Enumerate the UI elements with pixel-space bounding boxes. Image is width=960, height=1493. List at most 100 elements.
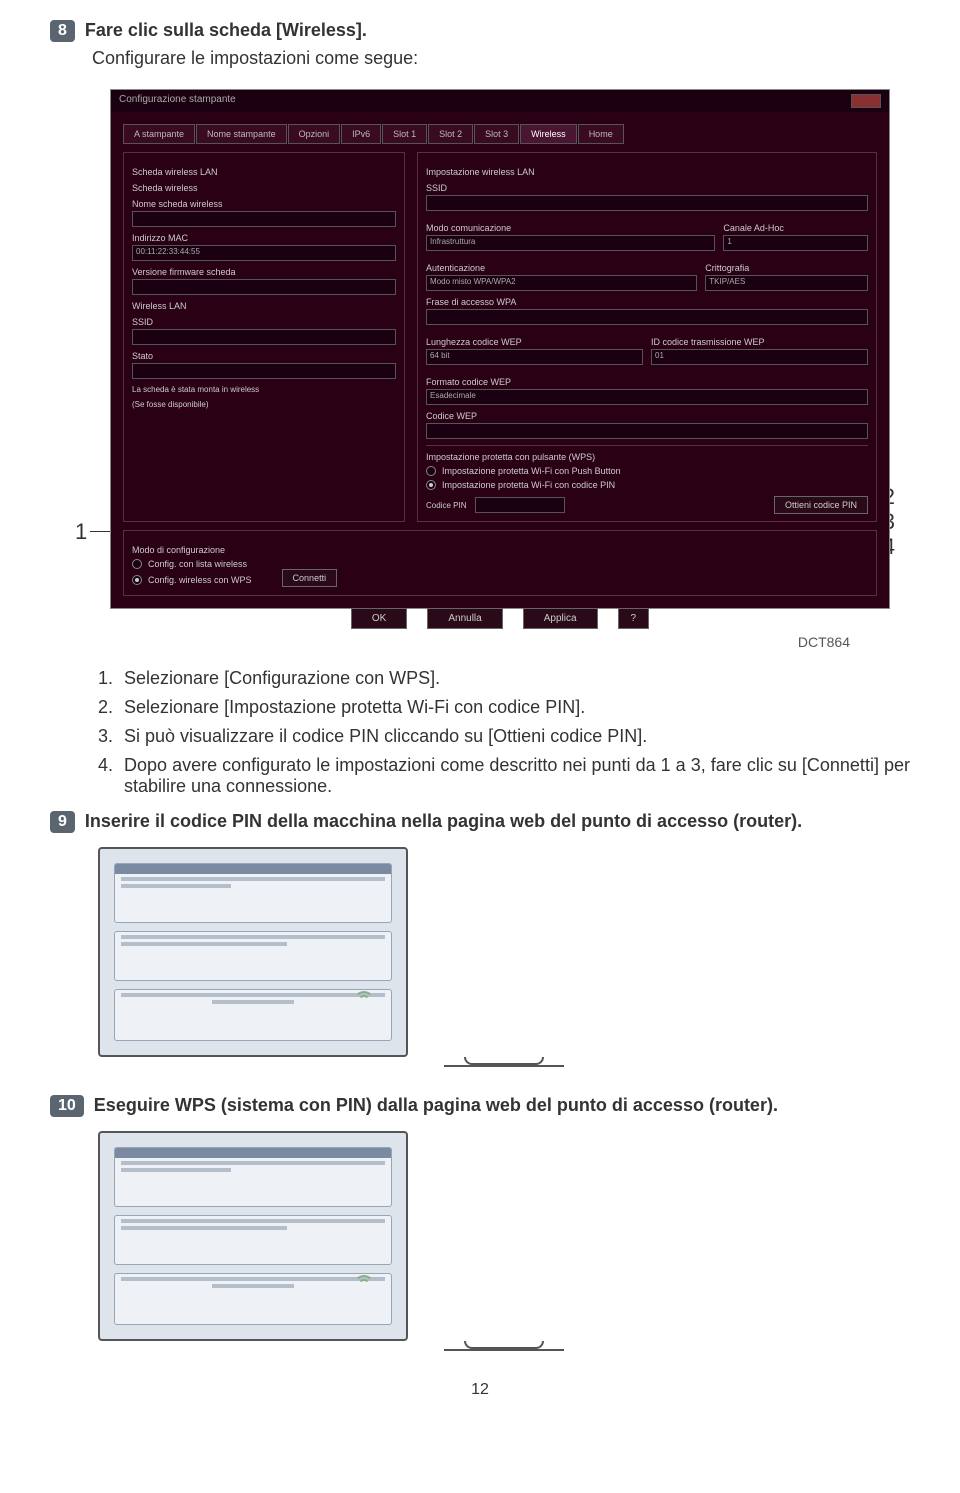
bt-h1: Modo di configurazione <box>132 545 868 555</box>
bt-r1: Config. con lista wireless <box>148 559 247 569</box>
step9-line: 9 Inserire il codice PIN della macchina … <box>50 811 910 833</box>
router-mid <box>114 931 392 981</box>
apply-button[interactable]: Applica <box>523 608 598 629</box>
step8-text2: Configurare le impostazioni come segue: <box>92 48 418 69</box>
sub3-n: 3. <box>98 726 124 747</box>
bt-r1-row[interactable]: Config. con lista wireless <box>132 559 247 569</box>
monitor1-stand <box>464 1057 544 1065</box>
lp-l8: La scheda è stata monta in wireless <box>132 385 396 394</box>
monitor1-base <box>444 1065 564 1067</box>
window-body: A stampante Nome stampante Opzioni IPv6 … <box>111 112 889 641</box>
tab-2[interactable]: Opzioni <box>288 124 341 144</box>
router2-bot <box>114 1273 392 1325</box>
radio-icon <box>426 480 436 490</box>
titlebar-text: Configurazione stampante <box>119 94 236 108</box>
tab-3[interactable]: IPv6 <box>341 124 381 144</box>
rp-r1: Impostazione protetta Wi-Fi con Push But… <box>442 466 621 476</box>
sub3: 3. Si può visualizzare il codice PIN cli… <box>98 726 910 747</box>
lp-i2 <box>132 211 396 227</box>
sub2-n: 2. <box>98 697 124 718</box>
sub2-t: Selezionare [Impostazione protetta Wi-Fi… <box>124 697 910 718</box>
pin-input[interactable] <box>475 497 565 513</box>
help-button[interactable]: ? <box>618 608 650 629</box>
router-top <box>114 863 392 923</box>
rp-i4[interactable] <box>426 309 868 325</box>
rp-l6: Formato codice WEP <box>426 377 868 387</box>
page-number: 12 <box>50 1381 910 1399</box>
rp-l3: Autenticazione <box>426 263 697 273</box>
radio-icon <box>426 466 436 476</box>
config-window: Configurazione stampante A stampante Nom… <box>110 89 890 609</box>
tab-4[interactable]: Slot 1 <box>382 124 427 144</box>
rp-l5: Lunghezza codice WEP <box>426 337 643 347</box>
tab-8[interactable]: Home <box>578 124 624 144</box>
rp-r1-row[interactable]: Impostazione protetta Wi-Fi con Push But… <box>426 466 868 476</box>
close-icon[interactable] <box>851 94 881 108</box>
rp-r2: Impostazione protetta Wi-Fi con codice P… <box>442 480 615 490</box>
tab-wireless[interactable]: Wireless <box>520 124 577 144</box>
left-pane: Scheda wireless LAN Scheda wireless Nome… <box>123 152 405 522</box>
rp-l5b: ID codice trasmissione WEP <box>651 337 868 347</box>
rp-v5[interactable]: 64 bit <box>426 349 643 365</box>
rp-v6[interactable]: Esadecimale <box>426 389 868 405</box>
rp-r2-row[interactable]: Impostazione protetta Wi-Fi con codice P… <box>426 480 868 490</box>
rp-l1: SSID <box>426 183 868 193</box>
rp-l7: Codice WEP <box>426 411 868 421</box>
sub-list: 1. Selezionare [Configurazione con WPS].… <box>98 668 910 797</box>
monitor2-base <box>444 1349 564 1351</box>
step8-line2: Configurare le impostazioni come segue: <box>92 48 910 69</box>
sub4: 4. Dopo avere configurato le impostazion… <box>98 755 910 797</box>
monitor1-wrap <box>98 847 910 1067</box>
lp-h1: Scheda wireless LAN <box>132 167 396 177</box>
rp-v2b[interactable]: 1 <box>723 235 868 251</box>
rp-i1[interactable] <box>426 195 868 211</box>
lp-l5: Wireless LAN <box>132 301 396 311</box>
rp-i7[interactable] <box>426 423 868 439</box>
bt-r2-row[interactable]: Config. wireless con WPS <box>132 575 252 585</box>
router2-top <box>114 1147 392 1207</box>
connetti-button[interactable]: Connetti <box>282 569 338 587</box>
step9-badge: 9 <box>50 811 75 833</box>
tab-0[interactable]: A stampante <box>123 124 195 144</box>
cancel-button[interactable]: Annulla <box>427 608 502 629</box>
lp-l9: (Se fosse disponibile) <box>132 400 396 409</box>
titlebar: Configurazione stampante <box>111 90 889 112</box>
bt-r2: Config. wireless con WPS <box>148 575 252 585</box>
monitor2 <box>98 1131 408 1341</box>
ok-button[interactable]: OK <box>351 608 407 629</box>
tab-6[interactable]: Slot 3 <box>474 124 519 144</box>
lp-l4: Versione firmware scheda <box>132 267 396 277</box>
sub2: 2. Selezionare [Impostazione protetta Wi… <box>98 697 910 718</box>
radio-icon <box>132 559 142 569</box>
lp-l6: SSID <box>132 317 396 327</box>
lp-l3: Indirizzo MAC <box>132 233 396 243</box>
sub3-t: Si può visualizzare il codice PIN clicca… <box>124 726 910 747</box>
router-bot <box>114 989 392 1041</box>
rp-v3b[interactable]: TKIP/AES <box>705 275 868 291</box>
step10-text: Eseguire WPS (sistema con PIN) dalla pag… <box>94 1095 778 1116</box>
step8-text1: Fare clic sulla scheda [Wireless]. <box>85 20 367 41</box>
ottieni-pin-button[interactable]: Ottieni codice PIN <box>774 496 868 514</box>
rp-v3[interactable]: Modo misto WPA/WPA2 <box>426 275 697 291</box>
monitor2-wrap <box>98 1131 910 1351</box>
step8-line1: 8 Fare clic sulla scheda [Wireless]. <box>50 20 910 42</box>
two-col: Scheda wireless LAN Scheda wireless Nome… <box>123 152 877 522</box>
rp-l3b: Crittografia <box>705 263 868 273</box>
sub4-t: Dopo avere configurato le impostazioni c… <box>124 755 910 797</box>
rp-v5b[interactable]: 01 <box>651 349 868 365</box>
monitor1 <box>98 847 408 1057</box>
tab-5[interactable]: Slot 2 <box>428 124 473 144</box>
wifi-icon <box>352 1275 376 1295</box>
step10-line: 10 Eseguire WPS (sistema con PIN) dalla … <box>50 1095 910 1117</box>
config-window-wrap: 1 2 3 4 Configurazione stampante A stamp… <box>50 89 910 609</box>
rp-v2[interactable]: Infrastruttura <box>426 235 715 251</box>
tab-row: A stampante Nome stampante Opzioni IPv6 … <box>123 124 877 144</box>
bottom-section: Modo di configurazione Config. con lista… <box>123 530 877 596</box>
pin-row: Codice PIN Ottieni codice PIN <box>426 496 868 514</box>
router2-mid <box>114 1215 392 1265</box>
tab-1[interactable]: Nome stampante <box>196 124 287 144</box>
lp-mac: 00:11:22:33:44:55 <box>132 245 396 261</box>
callout-1: 1 <box>75 519 87 545</box>
rp-sep <box>426 445 868 446</box>
step10-badge: 10 <box>50 1095 84 1117</box>
